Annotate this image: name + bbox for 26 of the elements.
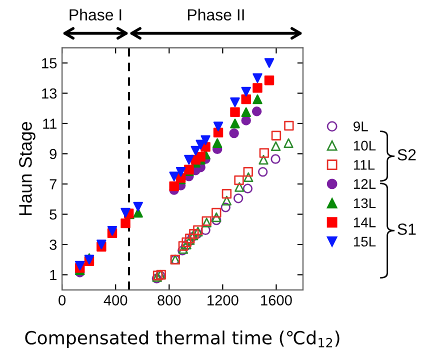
text: Phase I (70, 8, 122, 20)
text: Phase II (188, 8, 244, 20)
y-tick-label: 3 (50, 240, 57, 250)
x-tick-label: 400 (104, 295, 128, 306)
x-tick-label: 1600 (261, 295, 292, 306)
x-axis-title: Compensated thermal time (℃d$_{12}$) (25, 330, 340, 348)
legend-label: 15L (354, 236, 376, 247)
y-tick-label: 11 (43, 118, 56, 129)
y-axis-title: Haun Stage (19, 122, 36, 216)
y-tick-label: 7 (50, 179, 56, 190)
y-tick-label: 15 (42, 58, 57, 68)
legend-label: 11L (354, 160, 375, 170)
y-tick-label: 5 (50, 209, 57, 220)
y-tick-label: 1 (50, 270, 56, 280)
text: S2 (398, 149, 416, 160)
y-tick-label: 13 (42, 88, 57, 99)
legend-label: 12L (354, 179, 376, 189)
x-tick-label: 1200 (208, 295, 238, 306)
x-tick-label: 800 (158, 295, 181, 306)
legend-label: 13L (354, 198, 376, 208)
legend-label: 10L (354, 140, 376, 151)
x-tick-label: 0 (58, 295, 66, 306)
text: S1 (398, 224, 416, 235)
y-tick-label: 9 (50, 148, 57, 160)
legend-label: 14L (354, 218, 376, 228)
legend-label: 9L (354, 122, 368, 132)
